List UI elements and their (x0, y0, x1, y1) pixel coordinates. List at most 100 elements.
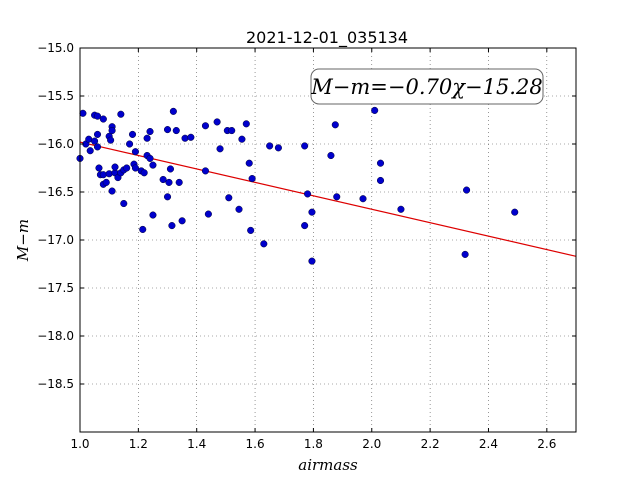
data-point (163, 126, 172, 134)
data-point (376, 176, 385, 185)
data-point (172, 127, 180, 135)
y-tick-label: −16.0 (37, 137, 74, 151)
fit-equation-frame (310, 68, 544, 105)
data-point (169, 107, 177, 115)
axis-ticks: 1.0 1.2 1.4 1.6 1.8 2.0 2.2 2.4 2.6 −15.0 −15.5 −16… (37, 41, 576, 451)
data-point (247, 226, 255, 234)
data-point (79, 109, 87, 117)
data-point (225, 194, 233, 202)
data-point (511, 208, 519, 216)
data-point (131, 164, 139, 172)
y-axis-label: M−m (14, 219, 32, 262)
data-point (178, 217, 186, 225)
x-tick-label: 2.2 (421, 437, 440, 451)
fit-equation-label: M−m=−0.70χ−15.28 (310, 75, 542, 99)
data-point (93, 112, 102, 120)
data-point (266, 142, 274, 150)
data-point (248, 175, 256, 183)
data-point (376, 159, 385, 167)
fit-line (79, 141, 577, 257)
data-point (149, 161, 157, 169)
y-tick-label: −15.5 (37, 89, 74, 103)
data-point (331, 121, 339, 129)
y-tick-label: −15.0 (37, 41, 74, 55)
data-point (235, 205, 243, 213)
data-point (117, 110, 125, 118)
data-point (204, 210, 212, 218)
data-point (149, 211, 157, 219)
data-point (99, 115, 107, 123)
data-points (76, 106, 519, 265)
data-point (301, 142, 309, 150)
data-point (131, 148, 139, 156)
data-point (93, 130, 102, 138)
data-point (86, 147, 94, 155)
x-tick-label: 2.4 (479, 437, 498, 451)
data-point (175, 178, 183, 186)
x-tick-label: 1.0 (70, 437, 89, 451)
x-tick-label: 1.8 (304, 437, 323, 451)
data-point (102, 178, 110, 186)
grid-lines (79, 47, 576, 432)
fit-equation-box: M−m=−0.70χ−15.28 (310, 68, 544, 105)
data-point (143, 134, 151, 142)
data-point (126, 140, 134, 148)
data-point (95, 164, 103, 172)
data-point (216, 145, 224, 153)
data-point (242, 120, 250, 128)
data-point (181, 134, 189, 142)
x-tick-label: 1.2 (129, 437, 148, 451)
x-tick-label: 1.6 (246, 437, 265, 451)
data-point (201, 122, 210, 130)
data-point (213, 118, 221, 126)
y-tick-label: −18.0 (37, 329, 74, 343)
data-point (260, 240, 268, 248)
fit-line-layer (79, 141, 577, 257)
x-tick-label: 2.6 (537, 437, 556, 451)
data-point (93, 143, 102, 151)
data-point (308, 257, 316, 265)
x-tick-label: 1.4 (187, 437, 206, 451)
data-point (201, 167, 210, 175)
data-point (359, 195, 367, 203)
data-point (308, 208, 316, 216)
data-point (301, 222, 309, 230)
data-point (108, 187, 116, 195)
data-point (238, 135, 246, 143)
data-point (228, 127, 236, 135)
data-point (128, 130, 137, 138)
x-axis-label: airmass (298, 456, 358, 474)
data-point (245, 159, 253, 167)
data-point (187, 133, 195, 141)
data-point (397, 205, 405, 213)
data-point (163, 193, 172, 201)
chart-title: 2021-12-01_035134 (246, 28, 408, 48)
data-point (146, 127, 154, 136)
data-point (461, 250, 469, 258)
data-point (371, 106, 379, 114)
data-point (463, 186, 471, 194)
data-point (274, 144, 282, 152)
y-tick-label: −17.5 (37, 281, 74, 295)
y-tick-label: −16.5 (37, 185, 74, 199)
data-point (140, 169, 148, 177)
data-point (165, 178, 173, 186)
data-point (123, 164, 131, 172)
data-point (105, 170, 113, 178)
x-tick-label: 2.0 (362, 437, 381, 451)
y-tick-label: −17.0 (37, 233, 74, 247)
data-point (108, 127, 116, 135)
data-point (168, 222, 176, 230)
data-point (146, 154, 154, 162)
data-point (159, 175, 167, 184)
data-point (120, 199, 128, 208)
data-point (139, 225, 147, 233)
data-point (333, 193, 341, 201)
y-tick-label: −18.5 (37, 377, 74, 391)
data-point (304, 190, 312, 198)
data-point (111, 163, 119, 171)
data-point (91, 137, 99, 145)
data-point (99, 171, 107, 179)
data-point (327, 151, 335, 160)
